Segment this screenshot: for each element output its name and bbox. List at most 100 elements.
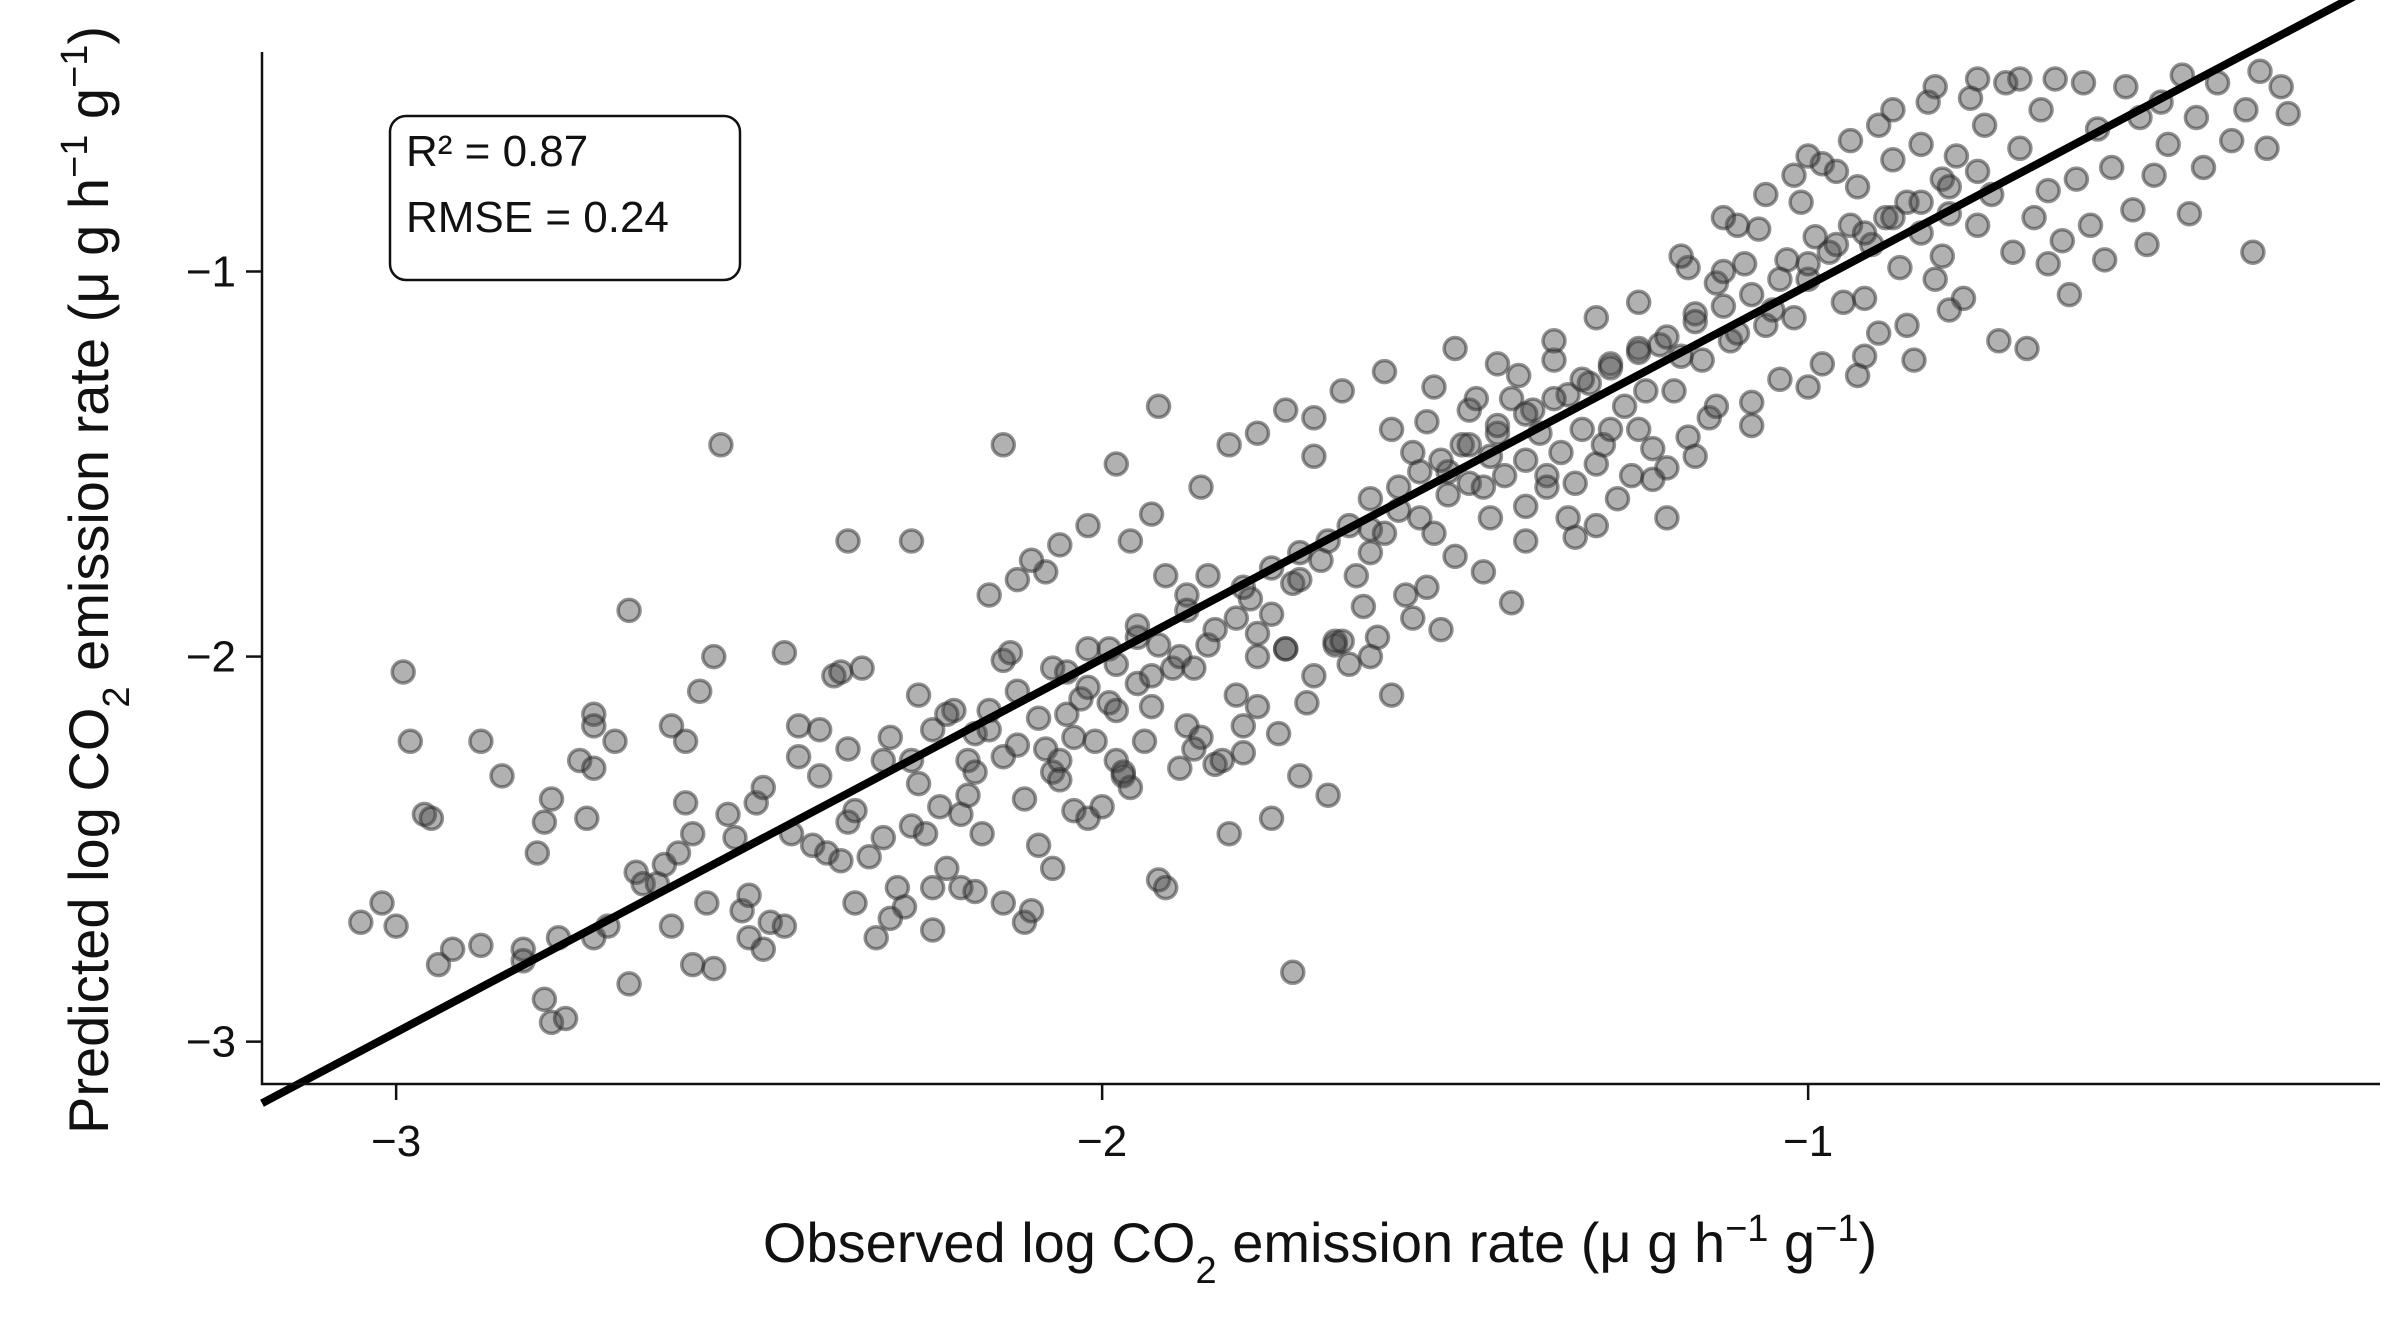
data-point bbox=[701, 955, 727, 982]
data-point bbox=[1541, 385, 1567, 412]
data-point bbox=[2190, 154, 2217, 181]
data-point bbox=[1901, 347, 1927, 373]
rmse-text: RMSE = 0.24 bbox=[406, 193, 669, 242]
data-point bbox=[1047, 532, 1073, 558]
data-point bbox=[1061, 797, 1087, 824]
data-point bbox=[750, 774, 777, 801]
data-point bbox=[934, 701, 960, 728]
data-point bbox=[1512, 528, 1539, 554]
data-point bbox=[2233, 97, 2259, 123]
data-point bbox=[1668, 243, 1694, 269]
data-point bbox=[1004, 732, 1031, 758]
fit-line bbox=[260, 0, 2356, 1107]
data-point bbox=[1929, 243, 1956, 269]
data-point bbox=[2035, 177, 2061, 204]
data-point bbox=[898, 528, 925, 554]
data-point bbox=[898, 813, 925, 839]
data-point bbox=[1336, 651, 1362, 678]
data-point bbox=[1922, 73, 1948, 100]
data-point bbox=[1075, 512, 1101, 539]
data-point bbox=[1244, 420, 1271, 446]
data-point bbox=[1505, 362, 1532, 389]
data-point bbox=[1230, 713, 1257, 739]
data-point bbox=[997, 639, 1024, 666]
data-point bbox=[1512, 401, 1539, 427]
data-point bbox=[1258, 601, 1285, 627]
data-point bbox=[1470, 559, 1497, 585]
data-point bbox=[2007, 66, 2033, 92]
data-point bbox=[1223, 682, 1250, 708]
data-point bbox=[1407, 505, 1433, 531]
data-point bbox=[524, 840, 551, 866]
data-point bbox=[2240, 239, 2266, 265]
data-point bbox=[1421, 520, 1447, 547]
data-point bbox=[1788, 189, 1814, 215]
data-point bbox=[1209, 747, 1235, 774]
data-point bbox=[616, 971, 642, 997]
data-point bbox=[750, 936, 777, 962]
y-tick-label: −2 bbox=[186, 633, 236, 682]
data-point bbox=[1047, 767, 1073, 793]
data-point bbox=[531, 809, 558, 835]
data-point bbox=[919, 874, 946, 901]
data-point bbox=[1025, 705, 1052, 731]
data-point bbox=[955, 782, 981, 808]
data-point bbox=[1216, 432, 1242, 458]
data-point bbox=[1442, 543, 1468, 570]
data-point bbox=[1477, 505, 1504, 531]
data-point bbox=[828, 659, 854, 685]
data-point bbox=[2254, 135, 2280, 162]
x-axis-label: Observed log CO2 emission rate (μ g h−1 … bbox=[763, 1208, 1877, 1292]
data-point bbox=[1280, 959, 1306, 986]
data-point bbox=[369, 890, 395, 916]
data-point bbox=[1392, 582, 1419, 608]
data-point bbox=[1463, 385, 1490, 412]
data-point bbox=[2042, 66, 2068, 92]
data-point bbox=[856, 844, 882, 870]
data-points bbox=[348, 58, 2301, 1036]
data-point bbox=[1103, 697, 1130, 724]
data-point bbox=[1795, 374, 1821, 400]
data-point bbox=[1054, 701, 1080, 728]
data-point bbox=[679, 820, 706, 847]
data-point bbox=[1294, 690, 1320, 716]
data-point bbox=[2007, 135, 2033, 162]
data-point bbox=[1301, 405, 1327, 431]
data-point bbox=[1089, 793, 1115, 820]
data-point bbox=[1484, 351, 1511, 377]
data-point bbox=[665, 840, 692, 866]
data-point bbox=[912, 820, 939, 847]
data-point bbox=[1809, 150, 1836, 177]
data-point bbox=[1908, 131, 1934, 158]
data-point bbox=[806, 716, 833, 743]
data-point bbox=[2091, 247, 2118, 273]
data-point bbox=[1181, 655, 1207, 681]
data-point bbox=[863, 924, 889, 951]
data-point bbox=[1414, 408, 1440, 435]
data-point bbox=[1682, 301, 1708, 327]
data-point bbox=[2141, 162, 2167, 188]
data-point bbox=[1865, 112, 1892, 138]
data-point bbox=[1887, 254, 1913, 281]
data-point bbox=[927, 793, 953, 820]
data-point bbox=[1145, 632, 1172, 658]
data-point bbox=[1131, 728, 1158, 755]
data-point bbox=[1449, 432, 1475, 458]
data-point bbox=[1138, 501, 1165, 527]
data-point bbox=[701, 643, 727, 670]
data-point bbox=[1844, 174, 1871, 200]
x-axis-ticks: −3 −2 −1 bbox=[371, 1084, 1833, 1166]
data-point bbox=[397, 728, 424, 755]
data-point bbox=[2028, 97, 2054, 123]
data-point bbox=[1272, 397, 1299, 423]
data-point bbox=[1654, 505, 1680, 531]
data-point bbox=[1244, 643, 1271, 670]
data-point bbox=[1802, 224, 1828, 250]
data-point bbox=[1710, 258, 1737, 285]
data-point bbox=[1230, 740, 1257, 766]
data-point bbox=[2098, 154, 2125, 181]
data-point bbox=[383, 913, 409, 939]
data-point bbox=[1512, 493, 1539, 520]
data-point bbox=[390, 659, 416, 685]
data-point bbox=[2218, 127, 2245, 154]
